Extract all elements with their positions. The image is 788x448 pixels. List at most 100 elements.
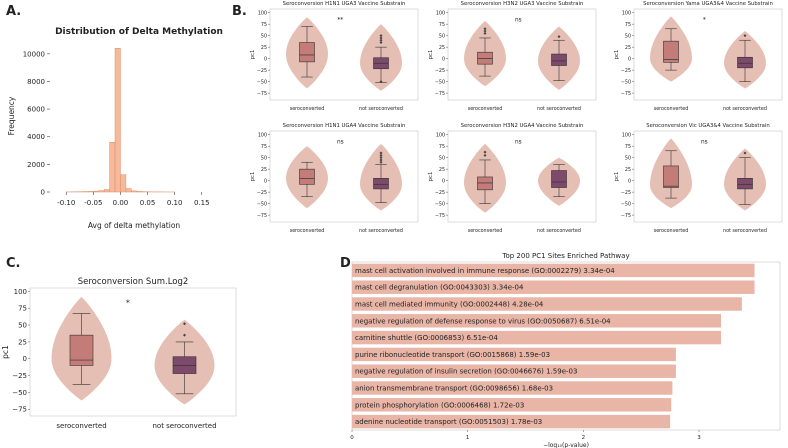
pathway-bar — [352, 398, 672, 412]
y-tick-label: 25 — [625, 167, 631, 173]
x-tick-label: 0.15 — [194, 199, 210, 207]
x-tick-label: 0.00 — [113, 199, 129, 207]
y-axis-label: pc1 — [614, 172, 620, 182]
histogram-chart: Distribution of Delta Methylation 0 2000 40… — [7, 27, 223, 230]
outlier-point — [379, 151, 383, 155]
box — [551, 170, 567, 188]
y-tick-label: −75 — [621, 91, 631, 97]
y-tick-label: 10000 — [23, 50, 45, 58]
y-tick-label: 100 — [258, 132, 267, 138]
outlier-point — [483, 27, 487, 31]
pathway-label: carnitine shuttle (GO:0006853) 6.51e-04 — [355, 334, 498, 342]
pathway-label: negative regulation of defense response … — [355, 317, 611, 325]
plot-frame — [633, 130, 783, 223]
y-tick-label: −75 — [435, 213, 445, 219]
histogram-bar — [87, 191, 94, 193]
x-tick-label: -0.05 — [84, 199, 102, 207]
y-tick-label: −75 — [257, 91, 267, 97]
outlier-point — [379, 80, 383, 84]
y-tick-label: −75 — [435, 91, 445, 97]
violin-chart-vic-uga34: Seroconversion Vic UGA3&4 Vaccine Substr… — [614, 123, 783, 234]
panel-label-a: A. — [6, 4, 22, 19]
y-tick-label: 75 — [625, 22, 631, 28]
pathway-label: mast cell mediated immunity (GO:0002448)… — [355, 301, 544, 309]
y-tick-label: −75 — [257, 213, 267, 219]
x-tick-label: seroconverted — [654, 106, 689, 112]
plot-frame — [351, 261, 781, 431]
y-tick-label: −50 — [257, 201, 267, 207]
histogram-bar — [103, 189, 110, 193]
plot-frame — [633, 8, 783, 101]
x-tick-label: 1 — [466, 435, 470, 441]
outlier-point — [379, 41, 383, 45]
pathway-label: adenine nucleotide transport (GO:0051503… — [355, 418, 542, 426]
y-tick-label: −25 — [435, 68, 445, 74]
histogram-bar — [98, 190, 105, 193]
y-tick-label: 2000 — [27, 161, 45, 169]
significance-label: ns — [515, 139, 522, 145]
box — [69, 334, 94, 366]
chart-title: Distribution of Delta Methylation — [55, 27, 223, 37]
y-tick-label: 25 — [439, 45, 445, 51]
box — [477, 51, 493, 65]
outlier-point — [379, 153, 383, 157]
y-tick-label: −50 — [435, 201, 445, 207]
histogram-bar — [120, 174, 127, 193]
chart-title: Seroconversion Sum.Log2 — [78, 277, 189, 287]
chart-title: Seroconversion H3N2 UGA3 Vaccine Substra… — [461, 1, 584, 7]
x-tick-label: 3 — [697, 435, 701, 441]
y-tick-label: 25 — [625, 45, 631, 51]
y-axis-label: pc1 — [614, 50, 620, 60]
y-tick-label: 75 — [261, 22, 267, 28]
histogram-bar — [93, 190, 100, 193]
y-tick-label: 100 — [436, 10, 445, 16]
y-tick-label: 50 — [625, 33, 631, 39]
outlier-point — [379, 36, 383, 40]
outlier-point — [379, 158, 383, 162]
outlier-point — [743, 151, 747, 155]
y-axis-label: pc1 — [428, 50, 434, 60]
x-tick-label: seroconverted — [56, 422, 106, 430]
x-tick-label: seroconverted — [468, 106, 503, 112]
outlier-point — [743, 34, 747, 38]
y-axis-label: pc1 — [428, 172, 434, 182]
box — [737, 56, 753, 69]
chart-title: Seroconversion H1N1 UGA4 Vaccine Substra… — [283, 123, 406, 129]
outlier-point — [379, 160, 383, 164]
panel-label-b: B. — [232, 4, 247, 19]
y-tick-label: 25 — [261, 167, 267, 173]
plot-frame — [29, 287, 237, 417]
violin-chart-h3n2-uga3: Seroconversion H3N2 UGA3 Vaccine Substra… — [428, 1, 597, 112]
y-tick-label: 75 — [439, 144, 445, 150]
x-tick-label: 0 — [350, 435, 354, 441]
y-tick-label: 6000 — [27, 106, 45, 114]
significance-label: * — [126, 299, 130, 308]
y-tick-label: 50 — [261, 155, 267, 161]
pathway-label: anion transmembrane transport (GO:009865… — [355, 385, 553, 393]
histogram-bar — [131, 190, 137, 193]
y-axis-label: pc1 — [1, 345, 10, 359]
x-tick-label: not seroconverted — [152, 422, 216, 430]
pathway-bar-chart: Top 200 PC1 Sites Enriched Pathway mast c… — [350, 252, 781, 448]
y-tick-label: 0 — [264, 178, 267, 184]
x-axis-label: Avg of delta methylation — [88, 221, 181, 230]
y-tick-label: 75 — [261, 144, 267, 150]
y-tick-label: 25 — [261, 45, 267, 51]
violin-chart-yama-uga34: Seroconversion Yama UGA3&4 Vaccine Subst… — [614, 1, 783, 112]
pathway-label: negative regulation of insulin secretion… — [355, 368, 577, 376]
outlier-point — [379, 38, 383, 42]
pathway-bar — [352, 347, 676, 362]
y-axis-label: pc1 — [250, 50, 256, 60]
y-axis-label: Frequency — [7, 96, 16, 135]
y-tick-label: 0 — [41, 189, 45, 197]
y-tick-label: 25 — [18, 338, 27, 346]
histogram-bar — [114, 48, 121, 193]
x-tick-label: 0.10 — [167, 199, 183, 207]
y-axis-label: pc1 — [250, 172, 256, 182]
y-tick-label: 100 — [622, 10, 631, 16]
y-tick-label: −50 — [257, 79, 267, 85]
y-tick-label: −25 — [257, 68, 267, 74]
y-tick-label: 50 — [439, 33, 445, 39]
y-tick-label: −25 — [12, 372, 27, 380]
outlier-point — [183, 333, 186, 337]
